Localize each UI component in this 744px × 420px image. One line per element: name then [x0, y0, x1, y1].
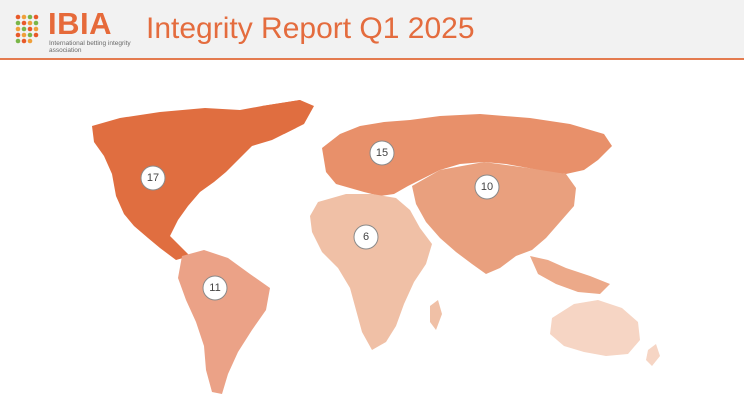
region-europe[interactable] [322, 114, 612, 196]
marker-count: 6 [363, 231, 369, 243]
region-new-zealand [646, 344, 660, 366]
header-divider [0, 58, 744, 60]
marker-count: 10 [481, 181, 493, 193]
region-madagascar [430, 300, 442, 330]
marker-count: 17 [147, 172, 159, 184]
region-greenland [262, 100, 314, 134]
marker-south-america[interactable]: 11 [202, 275, 228, 301]
region-oceania[interactable] [550, 300, 640, 356]
marker-north-america[interactable]: 17 [140, 165, 166, 191]
world-map: 17 15 10 6 11 [92, 100, 660, 394]
page-title: Integrity Report Q1 2025 [146, 12, 475, 45]
logo-dots-icon [15, 14, 39, 44]
ibia-logo[interactable]: IBIA International betting integrity ass… [14, 6, 136, 54]
logo-subtitle: International betting integrity associat… [49, 40, 131, 54]
marker-asia[interactable]: 10 [474, 174, 500, 200]
region-africa[interactable] [310, 194, 432, 350]
marker-europe[interactable]: 15 [369, 140, 395, 166]
logo-wordmark: IBIA [48, 6, 112, 41]
marker-count: 11 [209, 282, 220, 294]
region-north-america[interactable] [92, 100, 312, 260]
marker-count: 15 [376, 147, 388, 159]
header-bar: IBIA International betting integrity ass… [0, 0, 744, 58]
region-southeast-asia [530, 256, 610, 294]
marker-africa[interactable]: 6 [353, 224, 379, 250]
region-asia[interactable] [412, 162, 576, 274]
region-south-america[interactable] [178, 250, 270, 394]
